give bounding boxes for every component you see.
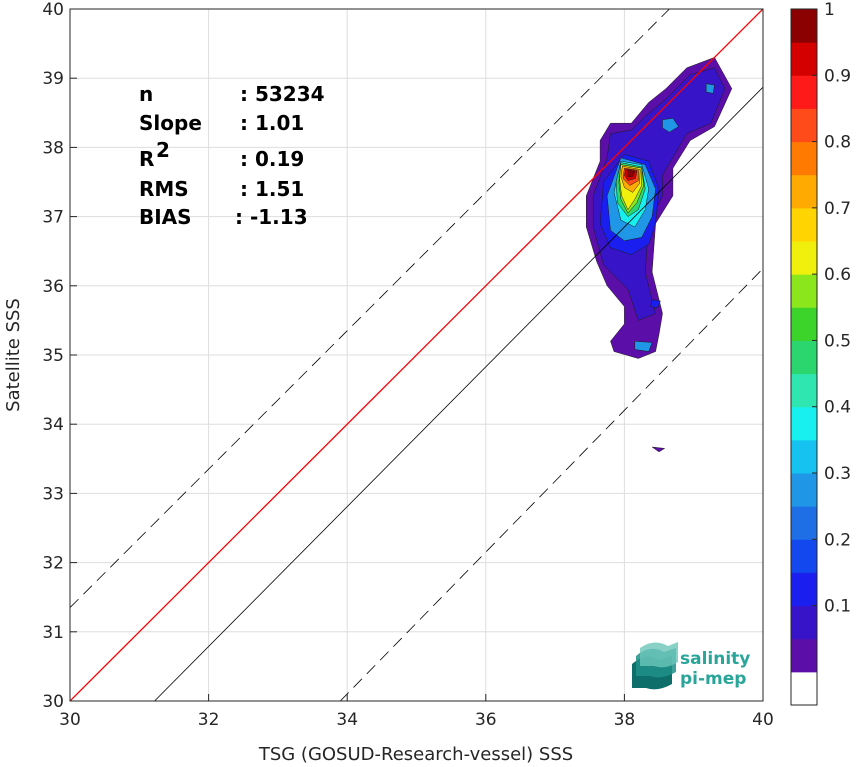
- reference-lines: [70, 9, 763, 701]
- x-tick-label: 34: [336, 710, 358, 730]
- y-tick-label: 30: [42, 692, 64, 712]
- colorbar-tick-label: 0.5: [824, 331, 851, 351]
- colorbar-segment: [791, 671, 817, 706]
- density-contour-0.3: [634, 340, 653, 352]
- logo-text-pimep: pi-mep: [680, 669, 746, 689]
- colorbar: 0.1 0.2 0.3 0.4 0.5 0.6 0.7 0.8 0.9 1: [790, 0, 851, 706]
- x-tick-label: 38: [614, 710, 636, 730]
- logo-wave-icon: [632, 642, 678, 690]
- stat-label: n: [139, 82, 153, 106]
- stat-label: Slope: [139, 111, 202, 135]
- density-contour-0.1: [592, 67, 726, 321]
- colorbar-segment: [791, 572, 817, 607]
- stat-label: RMS: [139, 177, 189, 201]
- y-tick-label: 40: [42, 0, 64, 20]
- colorbar-segment: [791, 307, 817, 341]
- colorbar-tick-label: 1: [824, 0, 835, 20]
- y-tick-label: 38: [42, 138, 64, 158]
- colorbar-segment: [791, 340, 817, 375]
- x-tick-label: 32: [198, 710, 220, 730]
- logo-text-salinity: salinity: [680, 649, 750, 669]
- colorbar-segment: [791, 406, 817, 441]
- colorbar-segment: [791, 174, 817, 209]
- stat-value: : 53234: [240, 82, 325, 106]
- colorbar-tick-label: 0.8: [824, 133, 851, 153]
- colorbar-segment: [791, 473, 817, 507]
- density-contour-0.3: [662, 118, 679, 133]
- upper-bound-line: [70, 9, 670, 608]
- colorbar-tick-label: 0.3: [824, 464, 851, 484]
- regression-line: [154, 86, 763, 701]
- x-axis-label: TSG (GOSUD-Research-vessel) SSS: [258, 744, 573, 765]
- y-tick-label: 34: [42, 415, 64, 435]
- stats-box: n : 53234 Slope : 1.01 R 2 : 0.19 RMS : 1.51 BIAS…: [139, 82, 325, 229]
- colorbar-frame: [790, 8, 818, 706]
- colorbar-segment: [791, 506, 817, 540]
- colorbar-segment: [791, 274, 817, 308]
- lower-bound-line: [339, 268, 763, 701]
- salinity-pimep-logo: salinity pi-mep: [632, 642, 750, 690]
- colorbar-segment: [791, 141, 817, 176]
- x-axis-ticks: 30 32 34 36 38 40: [59, 694, 774, 730]
- stat-value: : -1.13: [235, 205, 308, 229]
- colorbar-segment: [791, 373, 817, 408]
- colorbar-tick-label: 0.7: [824, 199, 851, 219]
- colorbar-segment: [791, 241, 817, 275]
- x-tick-label: 30: [59, 710, 81, 730]
- density-contour-1: [627, 169, 636, 177]
- colorbar-tick-label: 0.9: [824, 66, 851, 86]
- x-tick-label: 36: [475, 710, 497, 730]
- colorbar-segment: [791, 108, 817, 143]
- colorbar-tick-label: 0.1: [824, 597, 851, 617]
- y-tick-label: 32: [42, 554, 64, 574]
- colorbar-segment: [791, 439, 817, 474]
- density-contour-0.2: [650, 299, 661, 309]
- colorbar-segment: [791, 207, 817, 242]
- stat-value: : 1.51: [240, 177, 304, 201]
- y-tick-label: 35: [42, 346, 64, 366]
- density-contour-0.3: [705, 83, 715, 94]
- colorbar-segment: [791, 75, 817, 109]
- y-tick-label: 31: [42, 623, 64, 643]
- stat-label: R: [139, 147, 154, 171]
- y-tick-label: 33: [42, 484, 64, 504]
- y-axis-label: Satellite SSS: [3, 298, 24, 412]
- x-tick-label: 40: [752, 710, 774, 730]
- colorbar-segment: [791, 9, 817, 43]
- colorbar-tick-label: 0.4: [824, 398, 851, 418]
- colorbar-tick-label: 0.6: [824, 265, 851, 285]
- stat-value: : 0.19: [240, 147, 304, 171]
- grid-lines: [69, 8, 764, 702]
- y-tick-label: 36: [42, 277, 64, 297]
- stat-label-superscript: 2: [156, 138, 170, 162]
- y-tick-label: 39: [42, 69, 64, 89]
- colorbar-segment: [791, 539, 817, 573]
- density-contour-0.05: [651, 446, 665, 453]
- density-contours: [586, 57, 733, 453]
- colorbar-segment: [791, 605, 817, 640]
- stat-label: BIAS: [139, 205, 192, 229]
- colorbar-segment: [791, 638, 817, 673]
- colorbar-tick-label: 0.2: [824, 530, 851, 550]
- y-axis-ticks: 30 31 32 33 34 35 36 37 38 39 40: [42, 0, 77, 712]
- identity-line: [70, 9, 763, 701]
- stat-value: : 1.01: [240, 111, 304, 135]
- colorbar-segment: [791, 42, 817, 76]
- y-tick-label: 37: [42, 208, 64, 228]
